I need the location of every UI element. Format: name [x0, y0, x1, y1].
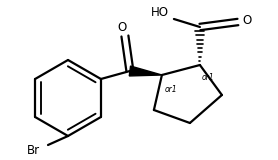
Text: Br: Br [27, 144, 40, 156]
Text: O: O [242, 13, 252, 27]
Text: or1: or1 [202, 72, 215, 81]
Text: or1: or1 [165, 84, 178, 93]
Polygon shape [129, 66, 162, 76]
Text: HO: HO [151, 5, 169, 19]
Text: O: O [117, 20, 126, 33]
